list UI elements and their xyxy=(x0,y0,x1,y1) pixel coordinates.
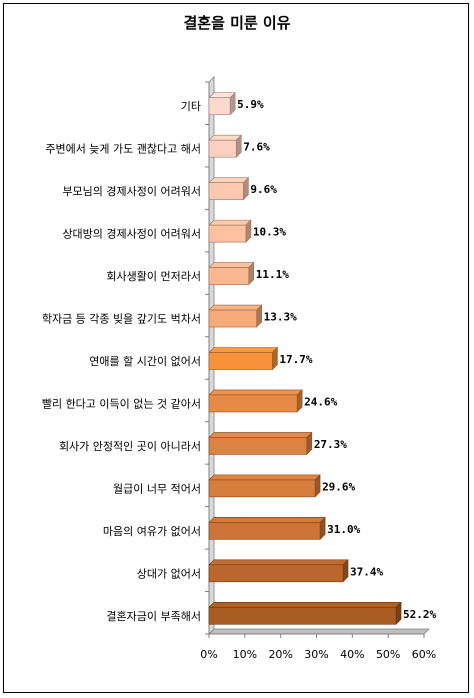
category-label: 회사생활이 먼저라서 xyxy=(106,269,201,283)
bar-top xyxy=(208,304,263,311)
x-tick-label: 30% xyxy=(304,648,328,661)
bar xyxy=(208,267,250,285)
bar-top xyxy=(208,474,321,481)
category-label: 주변에서 늦게 가도 괜찮다고 해서 xyxy=(45,142,201,156)
bar xyxy=(208,437,308,455)
x-tick-label: 40% xyxy=(340,648,364,661)
value-label: 5.9% xyxy=(237,98,264,111)
bar-top xyxy=(208,262,255,268)
chart-title: 결혼을 미룬 이유 xyxy=(183,14,291,32)
value-label: 24.6% xyxy=(304,395,337,408)
category-label: 월급이 너무 적어서 xyxy=(113,482,201,495)
value-label: 52.2% xyxy=(403,608,436,621)
bar xyxy=(208,97,231,116)
bar-top xyxy=(208,432,313,438)
bars-group xyxy=(208,92,402,625)
value-label: 37.4% xyxy=(350,565,383,578)
bar-top xyxy=(208,347,279,353)
bar xyxy=(208,309,257,328)
category-label: 회사가 안정적인 곳이 아니라서 xyxy=(59,440,201,453)
axis-floor xyxy=(208,628,430,635)
x-tick-label: 50% xyxy=(376,648,400,661)
bar xyxy=(208,606,397,625)
x-tick-label: 60% xyxy=(412,648,436,661)
category-label: 상대가 없어서 xyxy=(137,567,201,580)
value-label: 9.6% xyxy=(250,183,277,196)
bar-top xyxy=(208,177,250,183)
value-label: 17.7% xyxy=(279,353,312,366)
value-label: 27.3% xyxy=(314,438,347,451)
value-label: 13.3% xyxy=(264,311,297,324)
bar-top xyxy=(208,219,252,226)
bar-top xyxy=(208,601,402,608)
value-label: 11.1% xyxy=(256,268,289,281)
chart-frame: 결혼을 미룬 이유 0% 10% 20% 30% 40% 50% 60% 기타 5.9% 주변에… xyxy=(3,3,469,693)
category-label: 학자금 등 각종 빚을 갚기도 벅차서 xyxy=(42,313,201,326)
bar xyxy=(208,522,321,540)
bar xyxy=(208,224,247,243)
category-label: 기타 xyxy=(181,100,201,113)
bar-top xyxy=(208,559,349,566)
value-label: 7.6% xyxy=(243,141,270,154)
x-tick-label: 10% xyxy=(233,648,257,661)
bar xyxy=(208,394,298,413)
bar-top xyxy=(208,389,303,396)
category-label: 연애를 할 시간이 없어서 xyxy=(89,355,201,368)
category-label: 상대방의 경제사정이 어려워서 xyxy=(62,228,201,241)
category-label: 마음의 여유가 없어서 xyxy=(103,525,201,538)
bar-top xyxy=(208,134,242,141)
bar-chart: 0% 10% 20% 30% 40% 50% 60% 기타 5.9% 주변에서 늦게 가도 괜찮… xyxy=(42,76,437,661)
category-label: 결혼자금이 부족해서 xyxy=(106,609,201,623)
bar xyxy=(208,479,316,498)
x-tick-label: 0% xyxy=(200,648,217,661)
bar xyxy=(208,139,237,158)
category-label: 빨리 한다고 이득이 없는 것 같아서 xyxy=(42,397,201,410)
bar xyxy=(208,182,244,200)
bar xyxy=(208,564,344,583)
value-label: 10.3% xyxy=(253,226,286,239)
x-tick-label: 20% xyxy=(268,648,292,661)
category-label: 부모님의 경제사정이 어려워서 xyxy=(62,185,201,198)
bar xyxy=(208,352,273,370)
value-label: 31.0% xyxy=(327,523,360,536)
value-label: 29.6% xyxy=(322,480,355,493)
labels-group: 기타 5.9% 주변에서 늦게 가도 괜찮다고 해서 7.6% 부모님의 경제사정이 어… xyxy=(42,98,437,623)
bar-top xyxy=(208,517,326,523)
